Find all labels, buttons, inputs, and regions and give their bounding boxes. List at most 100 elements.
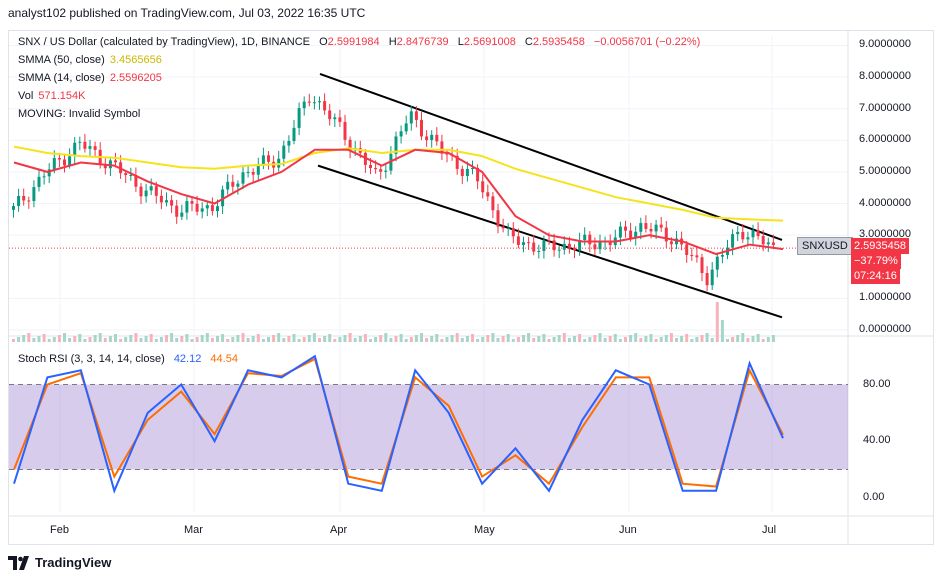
candle-body (532, 242, 536, 252)
candle-body (460, 168, 464, 177)
stoch-tick-label: 80.00 (863, 377, 891, 390)
volume-bar (170, 333, 174, 342)
volume-bar (440, 339, 444, 342)
volume-bar (328, 334, 332, 342)
stoch-d-value: 44.54 (210, 353, 238, 365)
volume-bar (363, 334, 367, 342)
volume-bar (394, 336, 398, 342)
candle-body (537, 250, 541, 252)
stoch-tick-label: 40.00 (863, 434, 891, 447)
high-label: H (388, 36, 397, 48)
volume-bar (766, 337, 770, 342)
symbol-tag[interactable]: SNXUSD (797, 237, 853, 255)
volume-bar (491, 333, 495, 342)
volume-bar (476, 339, 480, 342)
volume-bar (251, 336, 255, 342)
candle-body (195, 203, 199, 212)
candle-body (430, 134, 434, 141)
sma50-value: 3.4565656 (109, 54, 162, 66)
volume-bar (547, 339, 551, 342)
volume-bar (256, 334, 260, 342)
sma14-line (13, 148, 784, 256)
candle-body (17, 196, 21, 207)
volume-bar (414, 335, 418, 342)
candle-body (42, 176, 46, 178)
close-value: 2.5935458 (532, 36, 585, 48)
candle-body (287, 141, 291, 146)
sma14-legend: SMMA (14, close) 2.5596205 (18, 72, 162, 84)
volume-bar (389, 338, 393, 342)
time-tick-label: Feb (50, 524, 69, 536)
volume-bar (771, 335, 775, 342)
volume-bar (358, 336, 362, 342)
volume-bar (506, 334, 510, 342)
volume-bar (124, 337, 128, 342)
candle-body (52, 158, 56, 170)
volume-bar (154, 339, 158, 342)
candle-body (552, 240, 556, 251)
volume-bar (516, 337, 520, 342)
volume-bar (231, 337, 235, 342)
candle-body (675, 238, 678, 245)
candle-body (318, 101, 321, 103)
candle-body (516, 236, 520, 245)
volume-bar (379, 335, 383, 342)
volume-bar (302, 337, 306, 342)
volume-bar (129, 335, 133, 342)
volume-bar (267, 337, 270, 342)
volume-bar (399, 334, 403, 342)
volume-bar (501, 336, 505, 342)
moving-label: MOVING: Invalid Symbol (18, 108, 141, 120)
candle-body (292, 127, 296, 142)
stoch-label: Stoch RSI (3, 3, 14, 14, close) (18, 353, 165, 365)
volume-bar (618, 339, 622, 342)
volume-bar (695, 337, 699, 342)
volume-bar (562, 333, 566, 342)
candle-body (139, 186, 143, 197)
channel-lower-trendline[interactable] (317, 164, 783, 319)
candle-body (496, 210, 500, 227)
candle-body (22, 196, 26, 201)
low-label: L (457, 36, 464, 48)
volume-bar (119, 339, 123, 342)
volume-bar (522, 335, 525, 342)
volume-bar (603, 338, 607, 342)
candle-body (88, 146, 92, 149)
candle-body (32, 187, 36, 202)
candle-body (710, 269, 714, 286)
candle-body (720, 254, 724, 257)
volume-bar (608, 336, 612, 342)
volume-bar (726, 339, 729, 342)
volume-bar (149, 334, 153, 342)
candle-body (226, 181, 230, 190)
candle-body (435, 134, 439, 142)
candle-body (394, 136, 398, 154)
volume-bar (445, 337, 449, 342)
candle-body (200, 208, 204, 212)
volume-bar (333, 339, 337, 342)
volume-bar (471, 334, 474, 342)
candle-body (690, 254, 694, 256)
candle-body (159, 195, 163, 203)
time-tick-label: Mar (184, 524, 203, 536)
volume-bar (465, 336, 469, 342)
last-price-tag: 2.5935458 (851, 238, 909, 254)
volume-bar (12, 339, 15, 342)
candle-body (68, 156, 72, 166)
volume-bar (22, 335, 26, 342)
channel-upper-trendline[interactable] (319, 72, 783, 241)
volume-bar (374, 337, 378, 342)
price-tick-label: 9.0000000 (859, 38, 911, 51)
candle-body (751, 230, 755, 238)
candle-body (471, 168, 474, 170)
candle-body (501, 226, 505, 229)
candle-body (114, 160, 117, 163)
candle-body (205, 205, 209, 209)
volume-bar (496, 338, 500, 342)
candle-body (404, 123, 408, 132)
candle-body (323, 101, 327, 111)
volume-bar (57, 335, 61, 342)
low-value: 2.5691008 (463, 36, 516, 48)
footer: TradingView (8, 555, 111, 570)
